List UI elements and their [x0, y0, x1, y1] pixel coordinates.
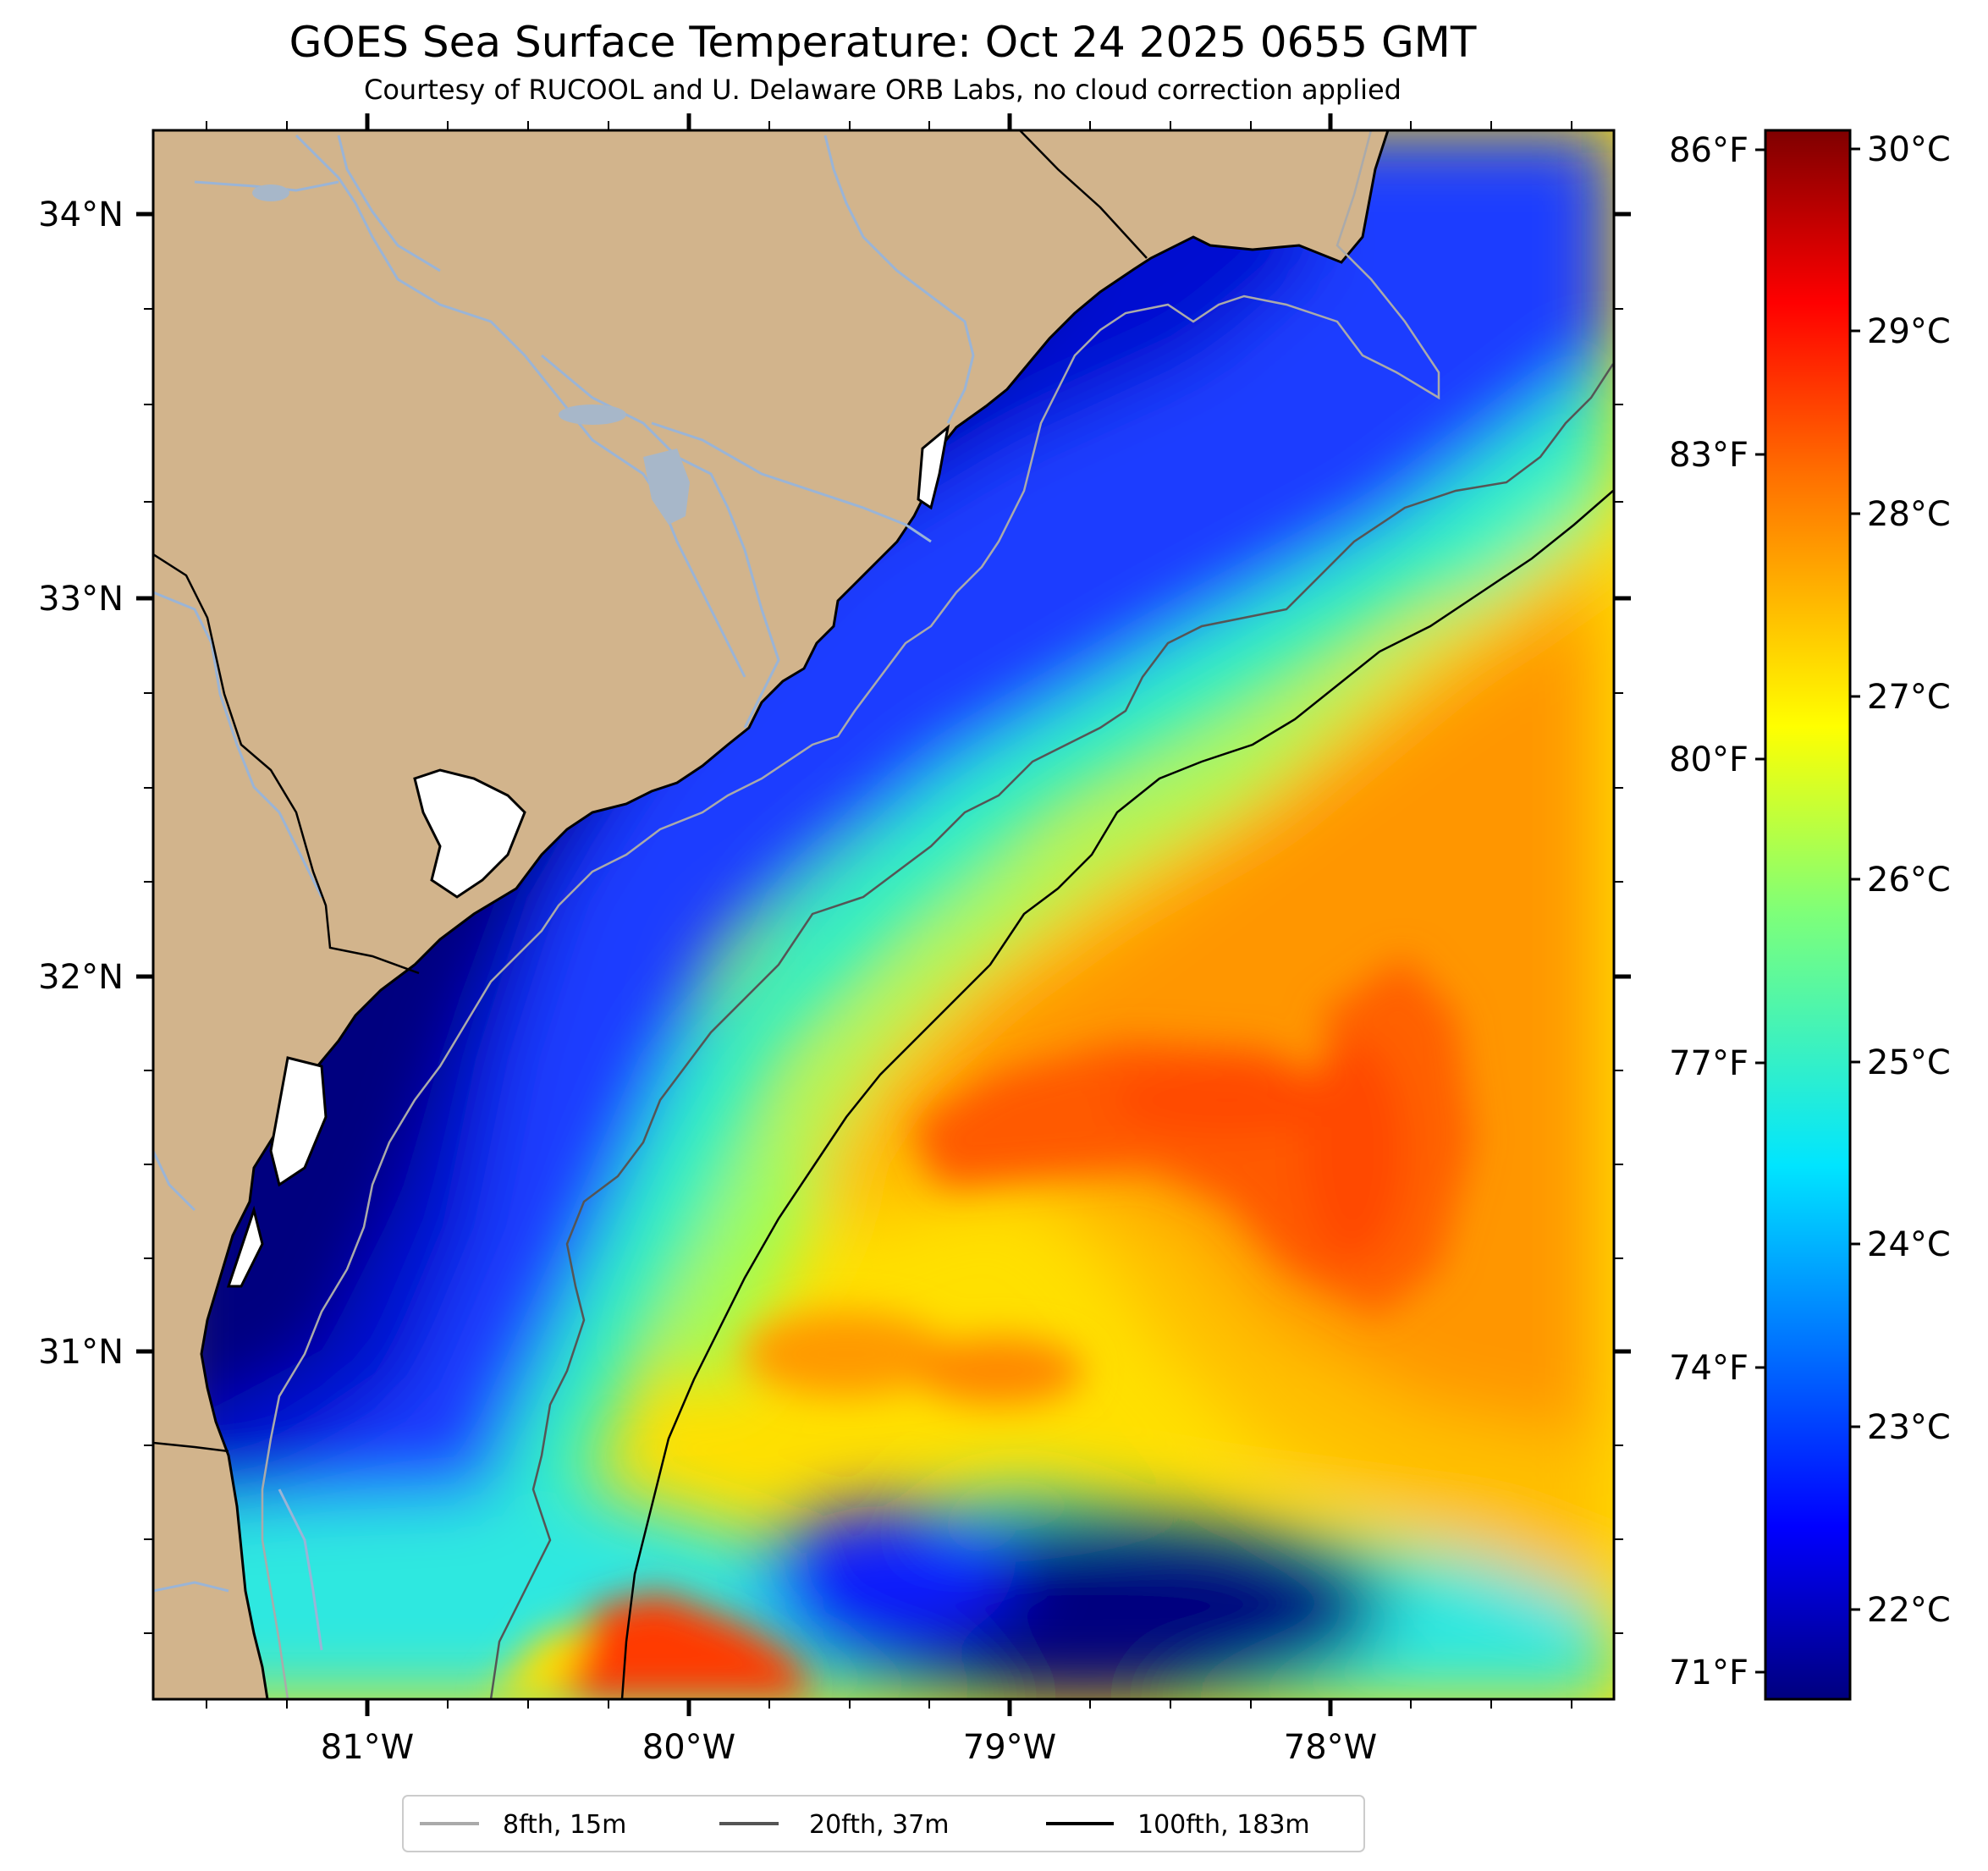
- lat-tick-label: 32°N: [38, 958, 124, 997]
- legend-label-20fth: 20fth, 37m: [809, 1810, 949, 1840]
- sst-warm-core: [491, 956, 1473, 1699]
- isobath-legend: 8fth, 15m 20fth, 37m 100fth, 183m: [402, 1795, 1365, 1852]
- land-mass: [153, 130, 1390, 1699]
- fahrenheit-tick-label: 80°F: [1669, 740, 1748, 779]
- fahrenheit-tick-label: 77°F: [1669, 1044, 1748, 1083]
- fahrenheit-tick-label: 86°F: [1669, 131, 1748, 170]
- lakes: [252, 184, 690, 525]
- minor-tick-marks: [144, 121, 1623, 1709]
- lat-tick-labels: 34°N 33°N 32°N 31°N: [38, 195, 124, 1372]
- state-borders: [153, 130, 1148, 1453]
- colorbar-tick-label: 24°C: [1867, 1225, 1951, 1264]
- colorbar: 30°C 29°C 28°C 27°C 26°C 25°C 24°C 23°C …: [1764, 129, 1951, 1701]
- chart-title: GOES Sea Surface Temperature: Oct 24 202…: [289, 18, 1477, 67]
- colorbar-tick-label: 25°C: [1867, 1043, 1951, 1082]
- map-area: [153, 130, 1614, 1699]
- colorbar-gradient: [1764, 129, 1852, 1701]
- rivers: [153, 134, 975, 1651]
- lon-tick-label: 81°W: [321, 1728, 414, 1767]
- lon-tick-labels: 81°W 80°W 79°W 78°W: [321, 1728, 1377, 1767]
- fahrenheit-tick-label: 83°F: [1669, 436, 1748, 475]
- lat-tick-label: 33°N: [38, 580, 124, 619]
- coastal-outline: [226, 424, 950, 1288]
- colorbar-tick-label: 22°C: [1867, 1591, 1951, 1630]
- colorbar-tick-label: 26°C: [1867, 861, 1951, 900]
- fahrenheit-tick-label: 71°F: [1669, 1654, 1748, 1692]
- lat-tick-label: 31°N: [38, 1333, 124, 1372]
- legend-box: [402, 1795, 1365, 1852]
- legend-label-8fth: 8fth, 15m: [503, 1810, 626, 1840]
- isobath-100fth: [620, 490, 1614, 1699]
- lon-tick-label: 80°W: [642, 1728, 735, 1767]
- tick-marks: [136, 113, 1631, 1716]
- colorbar-tick-label: 28°C: [1867, 495, 1951, 534]
- lon-tick-label: 79°W: [963, 1728, 1056, 1767]
- fahrenheit-tick-label: 74°F: [1669, 1349, 1748, 1388]
- isobath-8fth: [261, 130, 1440, 1699]
- fahrenheit-axis: 86°F 83°F 80°F 77°F 74°F 71°F: [1669, 131, 1765, 1692]
- colorbar-tick-label: 30°C: [1867, 130, 1951, 169]
- colorbar-tick-label: 29°C: [1867, 312, 1951, 351]
- map-frame: [151, 129, 1616, 1701]
- colorbar-tick-label: 27°C: [1867, 678, 1951, 717]
- colorbar-tick-label: 23°C: [1867, 1408, 1951, 1447]
- chart-subtitle: Courtesy of RUCOOL and U. Delaware ORB L…: [364, 74, 1402, 106]
- lat-tick-label: 34°N: [38, 195, 124, 234]
- legend-label-100fth: 100fth, 183m: [1137, 1810, 1310, 1840]
- isobath-20fth: [489, 363, 1614, 1699]
- lon-tick-label: 78°W: [1284, 1728, 1377, 1767]
